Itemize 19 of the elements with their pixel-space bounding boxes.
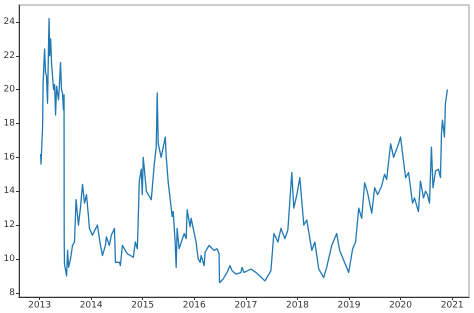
y-tick-label: 22 <box>4 50 15 61</box>
line-series <box>40 18 448 284</box>
y-tick-label: 10 <box>4 254 16 264</box>
x-tick-label: 2014 <box>80 300 103 310</box>
x-tick-label: 2018 <box>286 300 310 310</box>
y-tick-label: 12 <box>4 220 15 230</box>
x-tick-label: 2021 <box>440 300 464 310</box>
y-tick-label: 8 <box>9 288 16 298</box>
x-tick-label: 2019 <box>338 300 361 310</box>
x-tick-label: 2020 <box>389 300 412 310</box>
x-tick-label: 2015 <box>131 300 154 310</box>
x-tick-label: 2013 <box>28 300 52 310</box>
x-tick-label: 2017 <box>234 300 258 310</box>
y-tick-label: 18 <box>4 118 16 128</box>
y-tick-label: 24 <box>4 16 16 27</box>
x-tick-label: 2016 <box>182 300 206 310</box>
y-tick-label: 14 <box>4 186 16 196</box>
y-tick-label: 16 <box>4 152 16 162</box>
y-tick-label: 20 <box>4 84 16 95</box>
